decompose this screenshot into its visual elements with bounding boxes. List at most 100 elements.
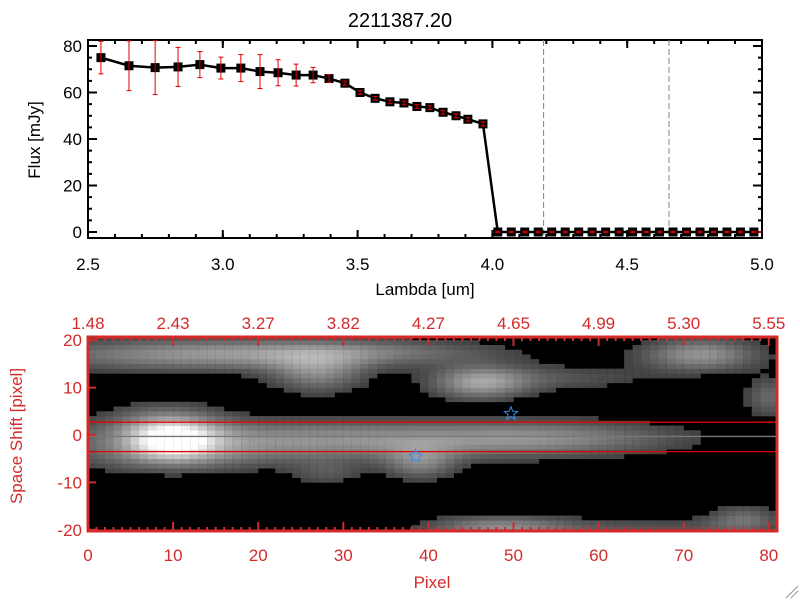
heatmap-cell [207,463,216,469]
heatmap-cell [717,506,727,512]
heatmap-cell [377,363,386,369]
heatmap-cell [598,520,608,526]
heatmap-cell [436,520,446,526]
heatmap-cell [487,430,497,436]
heatmap-cell [215,439,225,445]
heatmap-cell [581,520,591,526]
heatmap-cell [547,420,557,426]
heatmap-cell [496,349,506,355]
heatmap-cell [504,397,514,403]
heatmap-cell [334,444,344,450]
heatmap-cell [385,359,395,365]
heatmap-cell [675,439,684,445]
heatmap-cell [513,525,523,531]
heatmap-cell [198,411,208,417]
heatmap-cell [292,337,301,341]
x-tick-label: 80 [759,546,778,565]
heatmap-cell [556,373,565,379]
heatmap-cell [539,515,548,521]
heatmap-cell [173,344,182,350]
heatmap-cell [598,439,608,445]
heatmap-cell [641,435,650,441]
heatmap-cell [581,425,591,431]
heatmap-cell [504,349,514,355]
heatmap-cell [283,354,293,360]
heatmap-cell [436,368,446,374]
heatmap-cell [96,453,106,459]
heatmap-cell [360,444,369,450]
heatmap-cell [717,354,727,360]
heatmap-cell [496,439,506,445]
heatmap-cell [743,397,752,403]
heatmap-cell [436,420,446,426]
heatmap-cell [232,411,242,417]
heatmap-cell [317,378,327,384]
heatmap-cell [96,363,106,369]
heatmap-cell [641,439,650,445]
heatmap-cell [283,425,293,431]
heatmap-cell [130,363,140,369]
heatmap-cell [156,435,165,441]
heatmap-cell [411,416,420,422]
heatmap-cell [547,439,557,445]
heatmap-cell [317,340,327,346]
heatmap-cell [266,416,276,422]
resize-grip-icon[interactable] [785,585,799,599]
heatmap-cell [564,444,574,450]
heatmap-cell [743,368,752,374]
heatmap-cell [113,359,123,365]
heatmap-cell [190,435,199,441]
heatmap-cell [215,444,225,450]
heatmap-cell [351,354,361,360]
heatmap-cell [573,435,582,441]
heatmap-cell [581,382,591,388]
heatmap-cell [300,363,310,369]
top-wavelength-tick-label: 4.27 [412,314,445,333]
heatmap-cell [190,458,199,464]
heatmap-cell [275,468,284,474]
heatmap-cell [232,349,242,355]
heatmap-cell [436,382,446,388]
heatmap-cell [564,435,574,441]
heatmap-cell [607,435,616,441]
heatmap-cell [181,401,191,407]
heatmap-cell [487,387,497,393]
heatmap-cell [487,397,497,403]
heatmap-cell [283,439,293,445]
heatmap-cell [275,354,284,360]
heatmap-cell [547,444,557,450]
heatmap-cell [343,378,352,384]
heatmap-cell [113,411,123,417]
heatmap-cell [632,525,642,531]
heatmap-cell [598,444,608,450]
heatmap-cell [309,435,318,441]
heatmap-cell [453,392,463,398]
heatmap-cell [275,359,284,365]
heatmap-cell [624,420,633,426]
heatmap-cell [539,520,548,526]
heatmap-cell [377,425,386,431]
heatmap-cell [683,359,693,365]
heatmap-cell [334,368,344,374]
heatmap-cell [190,439,199,445]
heatmap-cell [190,468,199,474]
heatmap-cell [743,354,752,360]
heatmap-cell [122,411,131,417]
heatmap-cell [411,458,420,464]
heatmap-cell [300,472,310,478]
heatmap-cell [266,340,276,346]
heatmap-cell [130,354,140,360]
heatmap-cell [266,349,276,355]
heatmap-cell [300,368,310,374]
heatmap-cell [351,468,361,474]
heatmap-cell [368,468,378,474]
heatmap-cell [326,453,335,459]
heatmap-cell [607,368,616,374]
heatmap-cell [88,458,97,464]
heatmap-cell [147,368,157,374]
heatmap-cell [377,458,386,464]
heatmap-cell [530,520,540,526]
heatmap-cell [207,444,216,450]
heatmap-cell [658,340,667,346]
heatmap-cell [522,382,531,388]
